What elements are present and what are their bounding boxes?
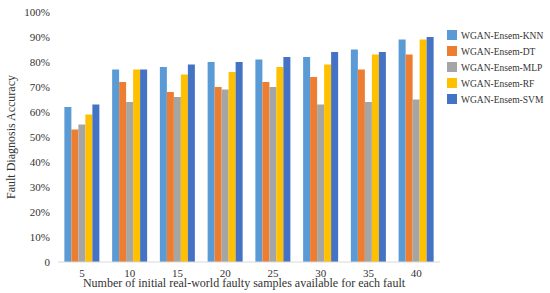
y-tick-label: 0	[45, 256, 51, 268]
bar	[255, 60, 262, 263]
bar	[317, 105, 324, 263]
bar	[236, 62, 243, 262]
bar	[215, 87, 222, 262]
legend-label: WGAN-Ensem-RF	[461, 79, 534, 89]
bar	[112, 70, 119, 263]
bar	[276, 67, 283, 262]
bar	[78, 125, 85, 263]
bar	[92, 105, 99, 263]
bar	[365, 102, 372, 262]
page: {"chart_data": { "type": "bar", "x_label…	[0, 0, 550, 293]
bar	[372, 55, 379, 263]
x-tick-label: 40	[411, 267, 423, 279]
y-tick-label: 70%	[30, 81, 50, 93]
bar	[181, 75, 188, 263]
y-tick	[55, 237, 58, 238]
bar	[119, 82, 126, 262]
bar	[229, 72, 236, 262]
legend-label: WGAN-Ensem-DT	[461, 47, 536, 57]
x-axis-line	[58, 262, 440, 263]
y-tick	[55, 37, 58, 38]
y-tick-label: 30%	[30, 181, 50, 193]
bar	[427, 37, 434, 262]
y-tick-label: 20%	[30, 206, 50, 218]
bar	[413, 100, 420, 263]
legend-swatch	[447, 46, 457, 56]
bar	[85, 115, 92, 263]
legend-label: WGAN-Ensem-KNN	[461, 31, 543, 41]
y-axis-label: Fault Diagnosis Accuracy	[4, 75, 18, 199]
bar	[262, 82, 269, 262]
legend: WGAN-Ensem-KNN WGAN-Ensem-DT WGAN-Ensem-ML…	[447, 30, 544, 105]
y-tick-label: 90%	[30, 31, 50, 43]
x-axis-label: Number of initial real-world faulty samp…	[83, 276, 406, 290]
bar	[399, 40, 406, 263]
legend-swatch	[447, 30, 457, 40]
bar	[222, 90, 229, 263]
bar	[167, 92, 174, 262]
legend-swatch	[447, 78, 457, 88]
legend-label: WGAN-Ensem-SVM	[461, 95, 544, 105]
bar	[188, 65, 195, 263]
bar	[283, 57, 290, 262]
y-tick	[55, 187, 58, 188]
bar	[310, 77, 317, 262]
bar	[71, 130, 78, 263]
bar	[420, 40, 427, 263]
bar	[303, 57, 310, 262]
y-tick	[55, 112, 58, 113]
bars	[64, 37, 433, 262]
y-tick	[55, 62, 58, 63]
y-tick	[55, 262, 58, 263]
bar	[358, 70, 365, 263]
y-tick	[55, 162, 58, 163]
y-tick-label: 100%	[24, 6, 50, 18]
bar	[126, 102, 133, 262]
legend-swatch	[447, 94, 457, 104]
bar	[331, 52, 338, 262]
y-tick	[55, 137, 58, 138]
bar	[208, 62, 215, 262]
bar	[269, 87, 276, 262]
y-tick-label: 60%	[30, 106, 50, 118]
bar	[406, 55, 413, 263]
y-tick-label: 50%	[30, 131, 50, 143]
legend-swatch	[447, 62, 457, 72]
bar	[133, 70, 140, 263]
y-tick	[55, 212, 58, 213]
bar	[160, 67, 167, 262]
legend-label: WGAN-Ensem-MLP	[461, 63, 542, 73]
y-tick-label: 40%	[30, 156, 50, 168]
y-tick-label: 80%	[30, 56, 50, 68]
bar	[379, 52, 386, 262]
bar	[174, 97, 181, 262]
chart: 010%20%30%40%50%60%70%80%90%100%51015202…	[0, 0, 550, 293]
bar	[140, 70, 147, 263]
bar	[324, 65, 331, 263]
bar	[351, 50, 358, 263]
y-tick	[55, 12, 58, 13]
bar	[64, 107, 71, 262]
y-tick-label: 10%	[30, 231, 50, 243]
y-tick	[55, 87, 58, 88]
